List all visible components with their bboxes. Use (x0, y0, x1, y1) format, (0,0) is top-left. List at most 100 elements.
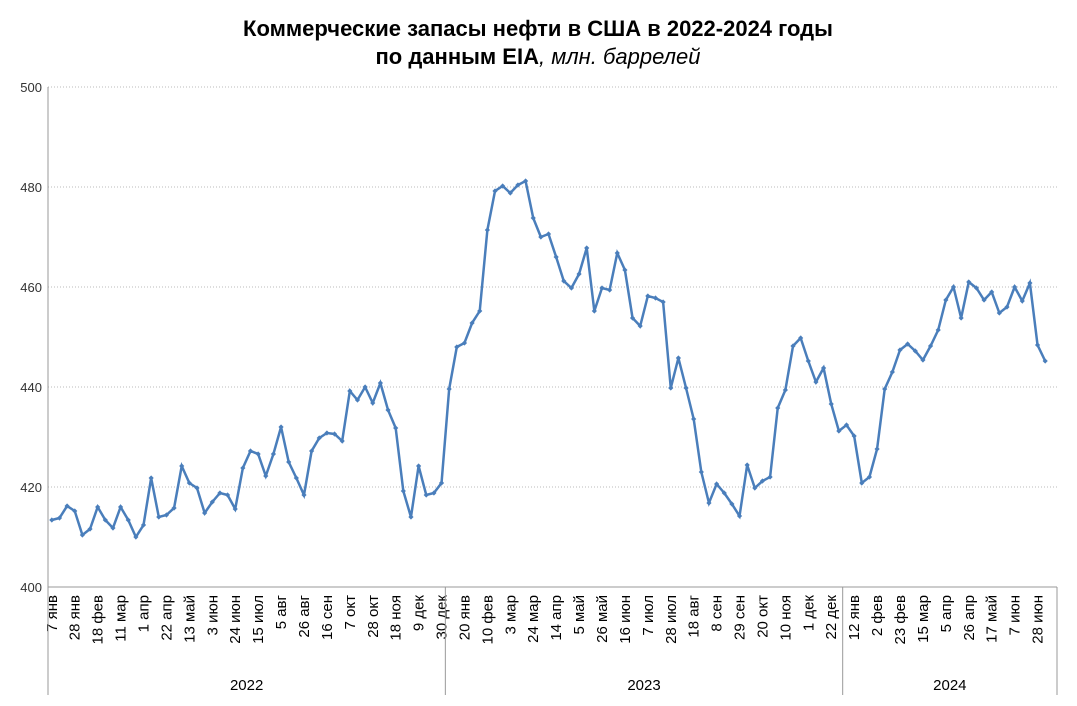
marker (927, 343, 934, 349)
marker (996, 310, 1002, 316)
x-tick-label: 7 июл (640, 595, 657, 636)
group-label: 2023 (627, 677, 660, 694)
marker (408, 514, 414, 520)
marker (966, 279, 972, 285)
marker (752, 485, 758, 491)
marker (813, 379, 819, 385)
marker (492, 188, 498, 194)
marker (530, 215, 536, 221)
marker (905, 341, 911, 347)
y-tick-label: 460 (20, 280, 42, 295)
group-label: 2024 (933, 677, 966, 694)
marker (1004, 304, 1010, 310)
x-tick-label: 20 окт (754, 595, 771, 638)
marker (347, 388, 353, 394)
marker (79, 532, 85, 538)
marker (393, 425, 399, 431)
marker (278, 424, 284, 430)
x-tick-label: 29 сен (732, 595, 749, 640)
marker (553, 254, 559, 260)
x-tick-label: 23 фев (892, 595, 909, 645)
marker (87, 526, 93, 532)
marker (423, 492, 429, 498)
x-tick-label: 18 авг (686, 594, 703, 637)
marker (1027, 280, 1033, 286)
y-tick-label: 500 (20, 80, 42, 95)
x-tick-label: 9 дек (411, 595, 428, 632)
marker (431, 490, 437, 496)
marker (943, 297, 949, 303)
marker (622, 267, 628, 273)
marker (935, 327, 941, 333)
marker (125, 517, 131, 523)
marker (736, 513, 743, 519)
marker (202, 510, 208, 516)
x-tick-label: 1 апр (136, 595, 153, 632)
marker (515, 182, 521, 188)
marker (706, 500, 712, 506)
x-tick-label: 5 май (571, 595, 588, 635)
x-tick-label: 26 май (594, 595, 611, 643)
x-tick-label: 7 июн (1007, 595, 1024, 635)
marker (385, 407, 391, 413)
x-tick-label: 20 янв (456, 595, 473, 640)
marker (775, 405, 781, 411)
marker (576, 271, 582, 277)
marker (668, 385, 674, 391)
marker (897, 347, 903, 353)
marker (721, 490, 727, 496)
unit: , млн. баррелей (539, 44, 701, 69)
marker (179, 463, 185, 469)
x-tick-label: 24 мар (525, 595, 542, 643)
marker (820, 365, 827, 371)
marker (477, 308, 483, 314)
marker (377, 380, 383, 386)
marker (133, 534, 139, 540)
marker (836, 428, 842, 434)
x-tick-label: 17 май (984, 595, 1001, 643)
marker (186, 480, 192, 486)
x-tick-label: 28 июн (1030, 595, 1047, 644)
marker (370, 400, 376, 406)
marker (1042, 358, 1048, 364)
x-tick-label: 16 июн (617, 595, 634, 644)
marker (584, 245, 590, 251)
marker (683, 385, 689, 391)
marker (331, 431, 338, 437)
x-tick-label: 10 ноя (777, 595, 794, 641)
marker (72, 508, 78, 514)
subtitle: по данным EIA (376, 44, 540, 69)
x-tick-label: 26 апр (961, 595, 978, 641)
marker (714, 481, 720, 487)
marker (561, 278, 567, 284)
y-tick-label: 480 (20, 180, 42, 195)
marker (316, 435, 322, 441)
marker (981, 297, 987, 303)
x-tick-label: 11 мар (113, 595, 130, 642)
marker (56, 515, 63, 521)
marker (652, 295, 659, 301)
marker (194, 485, 200, 491)
marker (973, 285, 980, 291)
marker (309, 448, 315, 454)
y-tick-label: 420 (20, 480, 42, 495)
x-tick-label: 24 июн (227, 595, 244, 644)
x-tick-label: 10 фев (479, 595, 496, 645)
marker (637, 323, 643, 329)
marker (354, 397, 361, 403)
marker (438, 480, 445, 486)
marker (591, 308, 597, 314)
marker (882, 386, 888, 392)
marker (324, 430, 330, 436)
marker (461, 340, 468, 346)
x-tick-label: 3 июн (204, 595, 221, 635)
x-tick-label: 30 дек (434, 595, 451, 640)
marker (1012, 284, 1018, 290)
marker (599, 285, 605, 291)
marker (522, 178, 529, 184)
marker (110, 525, 116, 531)
marker (339, 438, 345, 444)
marker (500, 183, 506, 189)
marker (538, 234, 544, 240)
